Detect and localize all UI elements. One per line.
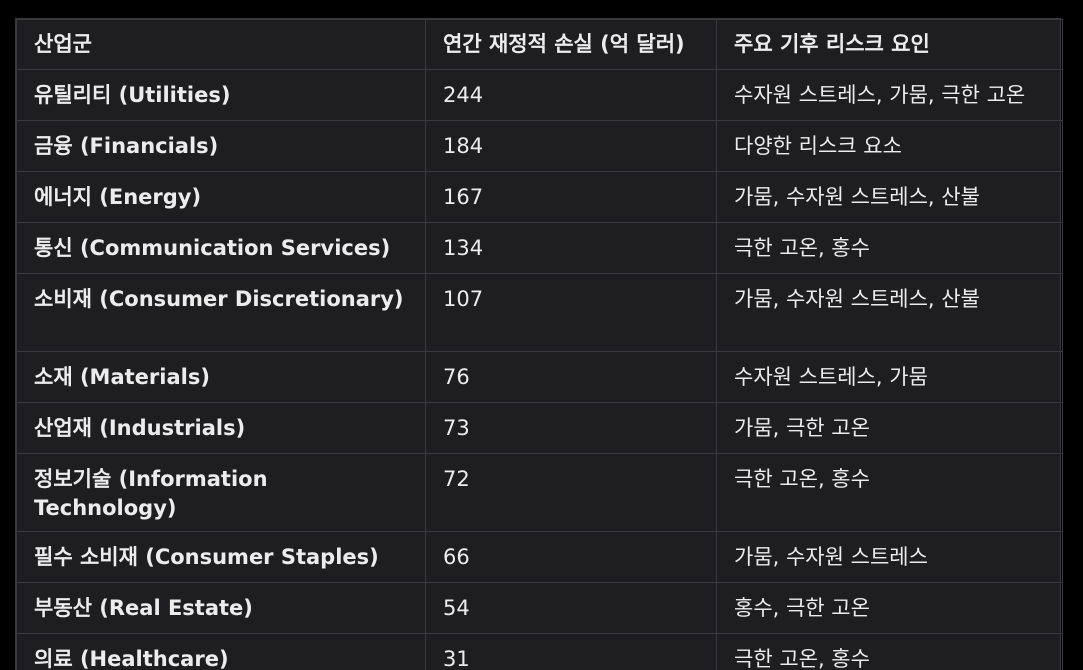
sector-cell: 소비재 (Consumer Discretionary): [16, 273, 426, 352]
risk-cell: 다양한 리스크 요소: [716, 120, 1063, 172]
loss-cell: 244: [425, 69, 717, 121]
sector-cell: 정보기술 (Information Technology): [16, 453, 426, 532]
table-container: 산업군 연간 재정적 손실 (억 달러) 주요 기후 리스크 요인 유틸리티 (…: [15, 18, 1063, 670]
table-row: 금융 (Financials) 184 다양한 리스크 요소: [16, 120, 1063, 172]
sector-cell: 의료 (Healthcare): [16, 633, 426, 670]
risk-cell: 극한 고온, 홍수: [716, 222, 1063, 274]
loss-cell: 184: [425, 120, 717, 172]
risk-cell: 가뭄, 수자원 스트레스, 산불: [716, 171, 1063, 223]
risk-cell: 홍수, 극한 고온: [716, 582, 1063, 634]
risk-cell: 수자원 스트레스, 가뭄: [716, 351, 1063, 403]
loss-cell: 66: [425, 531, 717, 583]
table-row: 소재 (Materials) 76 수자원 스트레스, 가뭄: [16, 351, 1063, 403]
risk-cell: 수자원 스트레스, 가뭄, 극한 고온: [716, 69, 1063, 121]
table-row: 통신 (Communication Services) 134 극한 고온, 홍…: [16, 222, 1063, 274]
loss-cell: 54: [425, 582, 717, 634]
sector-cell: 소재 (Materials): [16, 351, 426, 403]
header-climate-risk: 주요 기후 리스크 요인: [716, 19, 1063, 70]
table-row: 정보기술 (Information Technology) 72 극한 고온, …: [16, 453, 1063, 532]
table-row: 산업재 (Industrials) 73 가뭄, 극한 고온: [16, 402, 1063, 454]
sector-cell: 필수 소비재 (Consumer Staples): [16, 531, 426, 583]
loss-cell: 72: [425, 453, 717, 532]
loss-cell: 134: [425, 222, 717, 274]
loss-cell: 107: [425, 273, 717, 352]
risk-cell: 가뭄, 수자원 스트레스: [716, 531, 1063, 583]
risk-cell: 가뭄, 수자원 스트레스, 산불: [716, 273, 1063, 352]
loss-cell: 31: [425, 633, 717, 670]
header-row: 산업군 연간 재정적 손실 (억 달러) 주요 기후 리스크 요인: [16, 19, 1063, 70]
table-row: 유틸리티 (Utilities) 244 수자원 스트레스, 가뭄, 극한 고온: [16, 69, 1063, 121]
risk-cell: 극한 고온, 홍수: [716, 633, 1063, 670]
header-annual-loss: 연간 재정적 손실 (억 달러): [425, 19, 717, 70]
sector-cell: 에너지 (Energy): [16, 171, 426, 223]
sector-cell: 금융 (Financials): [16, 120, 426, 172]
header-sector: 산업군: [16, 19, 426, 70]
risk-cell: 극한 고온, 홍수: [716, 453, 1063, 532]
sector-cell: 부동산 (Real Estate): [16, 582, 426, 634]
sector-cell: 통신 (Communication Services): [16, 222, 426, 274]
table-row: 에너지 (Energy) 167 가뭄, 수자원 스트레스, 산불: [16, 171, 1063, 223]
table-row: 소비재 (Consumer Discretionary) 107 가뭄, 수자원…: [16, 273, 1063, 352]
climate-risk-table: 산업군 연간 재정적 손실 (억 달러) 주요 기후 리스크 요인 유틸리티 (…: [16, 19, 1063, 670]
risk-cell: 가뭄, 극한 고온: [716, 402, 1063, 454]
loss-cell: 167: [425, 171, 717, 223]
loss-cell: 73: [425, 402, 717, 454]
sector-cell: 산업재 (Industrials): [16, 402, 426, 454]
table-row: 필수 소비재 (Consumer Staples) 66 가뭄, 수자원 스트레…: [16, 531, 1063, 583]
loss-cell: 76: [425, 351, 717, 403]
sector-cell: 유틸리티 (Utilities): [16, 69, 426, 121]
table-row: 부동산 (Real Estate) 54 홍수, 극한 고온: [16, 582, 1063, 634]
table-row: 의료 (Healthcare) 31 극한 고온, 홍수: [16, 633, 1063, 670]
